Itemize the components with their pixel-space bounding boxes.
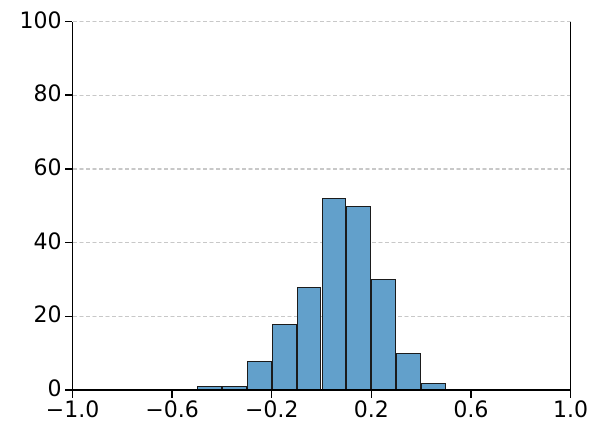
y-axis-spine	[71, 21, 74, 390]
histogram-bar	[346, 205, 372, 390]
y-tick	[64, 241, 72, 244]
x-tick-label: 0.6	[453, 398, 489, 423]
histogram-bar	[271, 323, 297, 390]
y-tick	[64, 315, 72, 318]
x-tick	[370, 390, 373, 398]
y-tick-label: 40	[33, 229, 62, 255]
y-gridline	[72, 20, 571, 23]
x-tick	[270, 390, 273, 398]
y-tick	[64, 94, 72, 96]
y-tick	[64, 389, 72, 391]
x-tick-label: 0.2	[353, 398, 389, 423]
histogram-bar	[321, 198, 347, 390]
y-tick-label: 60	[33, 155, 62, 181]
x-tick	[470, 390, 472, 398]
x-tick	[71, 390, 74, 398]
y-tick-label: 100	[19, 8, 62, 34]
x-tick	[171, 390, 173, 398]
x-tick-label: −0.2	[244, 398, 299, 423]
y-tick	[64, 168, 72, 170]
x-tick-label: −1.0	[45, 398, 100, 423]
histogram-bar	[371, 279, 397, 390]
y-tick-label: 80	[33, 82, 62, 108]
y-tick-label: 0	[47, 377, 62, 402]
x-tick-label: −0.6	[145, 398, 199, 423]
x-axis-spine	[71, 389, 572, 391]
histogram-bar	[296, 286, 322, 390]
x-tick	[569, 390, 572, 398]
x-tick-label: 1.0	[553, 398, 588, 423]
histogram-bar	[396, 353, 422, 390]
y-gridline	[72, 94, 571, 96]
right-spine	[569, 21, 572, 390]
y-tick	[64, 20, 72, 23]
y-tick-label: 20	[33, 303, 62, 329]
y-gridline	[72, 168, 571, 170]
histogram-bar	[246, 360, 272, 390]
